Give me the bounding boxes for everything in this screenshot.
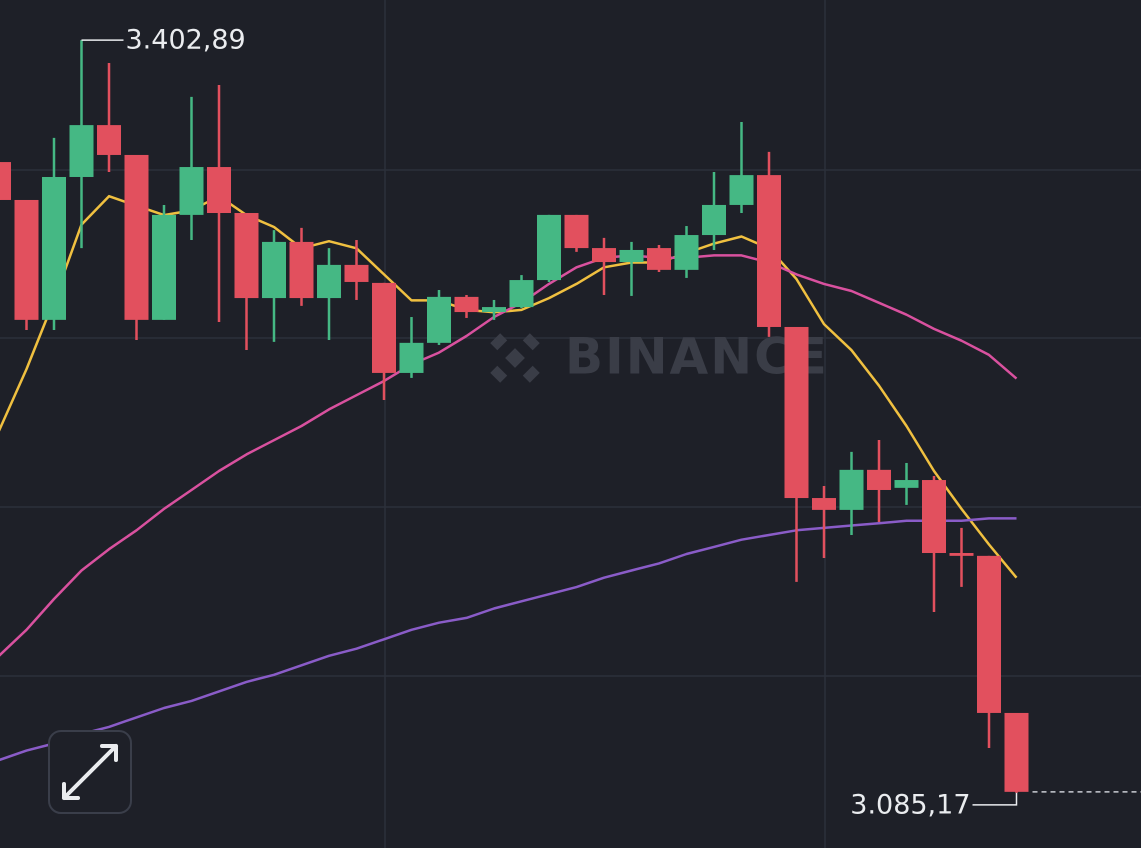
candle-body	[839, 469, 864, 510]
candle-body	[399, 342, 424, 373]
low-leader	[972, 792, 1018, 806]
candle-body	[674, 235, 699, 270]
watermark-logo	[490, 333, 540, 383]
candle-body	[1004, 712, 1029, 792]
candle-body	[69, 125, 94, 177]
candle-body	[702, 204, 726, 236]
candle-body	[289, 241, 314, 299]
candle-body	[619, 249, 644, 263]
candle-body	[729, 175, 754, 205]
low-label: 3.085,17	[850, 789, 970, 820]
candle-body	[207, 167, 231, 214]
candle-body	[812, 498, 836, 510]
candle-body	[0, 162, 11, 200]
candle-body	[757, 175, 781, 327]
candle-body	[784, 326, 809, 499]
candle-body	[537, 214, 561, 281]
candle-body	[234, 213, 259, 299]
candle-body	[372, 282, 396, 373]
candle-body	[564, 214, 589, 249]
candle-body	[179, 167, 204, 215]
watermark-text: BINANCE	[565, 328, 829, 386]
candle-body	[647, 248, 671, 270]
candle-body	[14, 199, 39, 320]
expand-icon[interactable]	[62, 744, 118, 800]
candle-body	[454, 296, 479, 313]
candle-body	[124, 154, 149, 320]
candle-body	[427, 296, 451, 343]
candle-body	[482, 307, 506, 313]
candle-body	[317, 264, 341, 299]
high-label: 3.402,89	[126, 25, 246, 56]
watermark: BINANCE	[490, 328, 829, 386]
ma-line	[0, 254, 1018, 657]
plot: 3.402,89 3.085,17	[0, 25, 1141, 820]
candle-body	[262, 241, 286, 299]
candle-body	[977, 555, 1001, 713]
candle-body	[592, 248, 616, 263]
candle-body	[922, 480, 946, 554]
candle-body	[344, 264, 369, 282]
candle-body	[949, 553, 974, 556]
candle-body	[42, 176, 66, 320]
candle-body	[867, 469, 891, 490]
candle-body	[97, 125, 121, 155]
candle-body	[152, 214, 176, 320]
candle-body	[894, 480, 919, 488]
ma-line	[0, 517, 1017, 762]
expand-button[interactable]	[48, 730, 132, 814]
candle-body	[509, 280, 534, 308]
